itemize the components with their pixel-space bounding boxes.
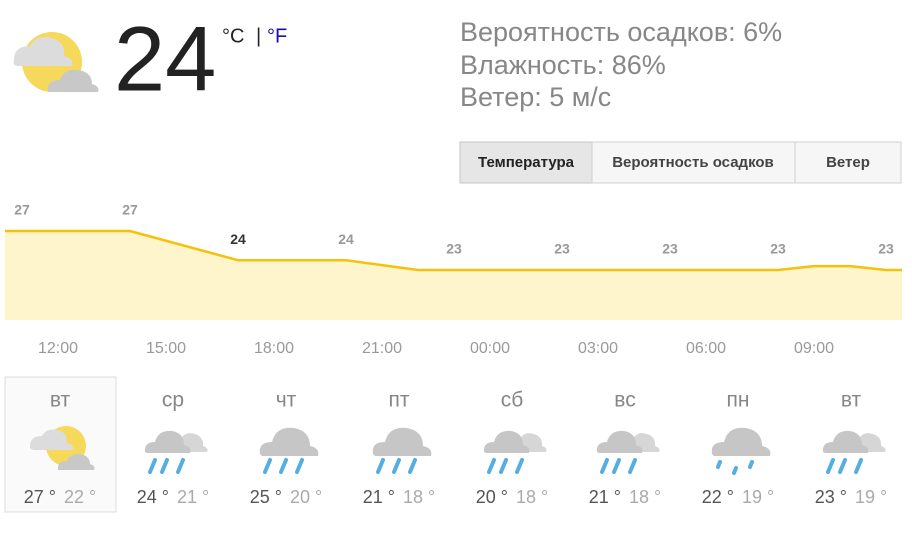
day-icon bbox=[711, 427, 771, 475]
temp-label: 27 bbox=[122, 202, 138, 218]
time-label: 03:00 bbox=[578, 340, 618, 357]
day-high: 20 ° bbox=[476, 487, 508, 507]
day-icon bbox=[144, 430, 208, 474]
cloud bbox=[144, 430, 191, 453]
drop bbox=[826, 458, 835, 474]
drop bbox=[148, 458, 157, 474]
drop bbox=[515, 458, 524, 474]
time-label: 21:00 bbox=[362, 340, 402, 357]
cloud bbox=[822, 430, 869, 453]
forecast-days: вт 27 ° 22 ° ср 24 ° 21 ° чт 25 ° 20 ° пт 21 ° 18 °… bbox=[24, 389, 887, 507]
drop bbox=[716, 460, 722, 469]
day-name: вт bbox=[841, 389, 862, 412]
day-low: 19 ° bbox=[855, 487, 887, 507]
temp-label: 23 bbox=[662, 241, 678, 257]
drop bbox=[854, 458, 863, 474]
time-label: 15:00 bbox=[146, 340, 186, 357]
cloud bbox=[483, 430, 530, 453]
day-low: 22 ° bbox=[64, 487, 96, 507]
cloud bbox=[711, 427, 771, 456]
tab-bg[interactable] bbox=[794, 141, 902, 184]
drop bbox=[176, 458, 185, 474]
day-low: 18 ° bbox=[629, 487, 661, 507]
temp-label: 23 bbox=[878, 241, 894, 257]
drop bbox=[279, 458, 288, 474]
day-icon bbox=[372, 427, 432, 474]
day-icon bbox=[29, 426, 95, 470]
day-low: 20 ° bbox=[290, 487, 322, 507]
day-name: ср bbox=[162, 389, 184, 412]
day-high: 21 ° bbox=[589, 487, 621, 507]
current-temp: 24 bbox=[114, 8, 216, 110]
cloud bbox=[259, 427, 319, 456]
drop bbox=[376, 458, 385, 474]
day-low: 18 ° bbox=[403, 487, 435, 507]
drop bbox=[263, 458, 272, 474]
day-high: 23 ° bbox=[815, 487, 847, 507]
drop bbox=[838, 458, 847, 474]
cloud bbox=[596, 430, 643, 453]
temp-label: 27 bbox=[14, 202, 30, 218]
cloud bbox=[372, 427, 432, 456]
time-label: 09:00 bbox=[794, 340, 834, 357]
day-icon bbox=[259, 427, 319, 474]
drop bbox=[499, 458, 508, 474]
tab-bg[interactable] bbox=[591, 141, 796, 184]
temp-label: 23 bbox=[770, 241, 786, 257]
day-name: пт bbox=[389, 389, 410, 412]
temperature-chart: 27 27 24 24 23 23 23 23 23 12:00 15:00 18:00 21:00 00… bbox=[5, 202, 902, 357]
day-icon bbox=[596, 430, 660, 474]
day-high: 25 ° bbox=[250, 487, 282, 507]
day-high: 21 ° bbox=[363, 487, 395, 507]
day-name: пн bbox=[727, 389, 750, 412]
day-name: чт bbox=[276, 389, 297, 412]
time-label: 06:00 bbox=[686, 340, 726, 357]
temp-label: 24 bbox=[338, 231, 354, 247]
day-icon bbox=[822, 430, 886, 474]
drop bbox=[628, 458, 637, 474]
day-high: 27 ° bbox=[24, 487, 56, 507]
temp-label: 23 bbox=[554, 241, 570, 257]
drop bbox=[748, 460, 754, 469]
day-name: сб bbox=[501, 389, 524, 412]
current-icon bbox=[13, 32, 99, 92]
temperature-area bbox=[5, 231, 902, 320]
temp-label: 23 bbox=[446, 241, 462, 257]
drop bbox=[160, 458, 169, 474]
day-low: 18 ° bbox=[516, 487, 548, 507]
drop bbox=[732, 466, 738, 475]
cloud bbox=[57, 453, 95, 470]
day-name: вс bbox=[614, 389, 635, 412]
time-label: 12:00 bbox=[38, 340, 78, 357]
unit-f[interactable]: °F bbox=[267, 25, 287, 47]
drop bbox=[600, 458, 609, 474]
day-low: 19 ° bbox=[742, 487, 774, 507]
time-label: 18:00 bbox=[254, 340, 294, 357]
drop bbox=[408, 458, 417, 474]
temp-label: 24 bbox=[230, 231, 246, 247]
drop bbox=[295, 458, 304, 474]
day-high: 22 ° bbox=[702, 487, 734, 507]
tab-label[interactable]: Ветер bbox=[826, 154, 870, 171]
drop bbox=[612, 458, 621, 474]
detail: Вероятность осадков: 6% bbox=[460, 17, 782, 47]
day-name: вт bbox=[50, 389, 71, 412]
day-high: 24 ° bbox=[137, 487, 169, 507]
unit-separator: | bbox=[256, 25, 261, 47]
detail: Ветер: 5 м/с bbox=[460, 82, 611, 112]
tab-label[interactable]: Температура bbox=[478, 154, 575, 171]
time-label: 00:00 bbox=[470, 340, 510, 357]
day-low: 21 ° bbox=[177, 487, 209, 507]
unit-c[interactable]: °C bbox=[222, 25, 244, 47]
day-icon bbox=[483, 430, 547, 474]
temperature-line bbox=[5, 229, 902, 272]
tabs: Температура Вероятность осадков Ветер bbox=[459, 141, 902, 184]
drop bbox=[487, 458, 496, 474]
tab-label[interactable]: Вероятность осадков bbox=[612, 154, 774, 171]
cloud bbox=[29, 429, 74, 450]
drop bbox=[392, 458, 401, 474]
detail: Влажность: 86% bbox=[460, 50, 666, 80]
